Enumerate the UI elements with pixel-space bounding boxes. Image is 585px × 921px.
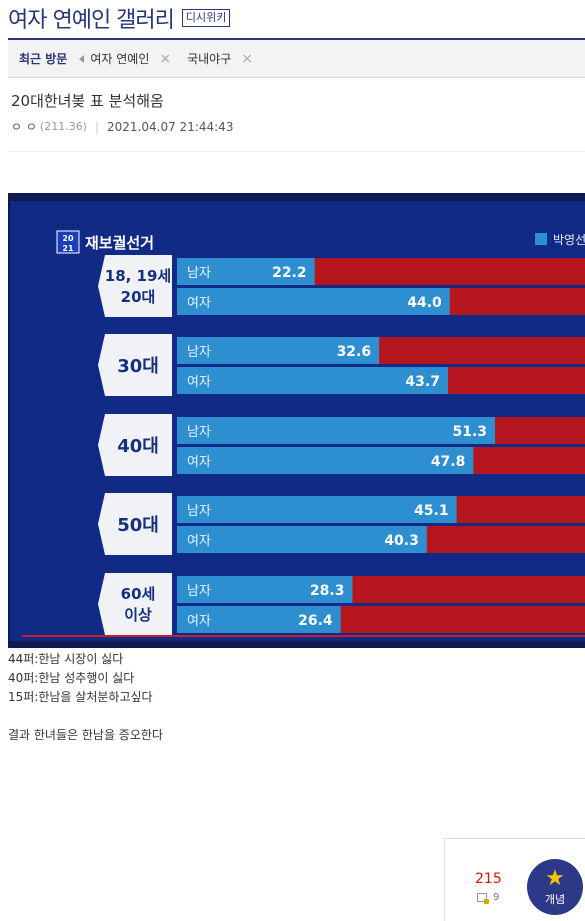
body-line: 44퍼:한남 시장이 싫다 xyxy=(8,652,124,666)
gender-label: 여자 xyxy=(187,534,211,549)
close-icon[interactable]: × xyxy=(159,50,172,67)
recent-item-label[interactable]: 여자 연예인 xyxy=(90,52,150,66)
tv-broadcast-screen: 20 21 재보궐선거 박영선 18, 19세 20대 남자 22.2 여자 44.0 30대 남자 3… xyxy=(10,201,585,641)
fixed-user-icon xyxy=(477,893,489,904)
wiki-link[interactable]: 디시위키 xyxy=(181,9,231,27)
recent-item[interactable]: 국내야구 × xyxy=(187,50,253,67)
post-body: 44퍼:한남 시장이 싫다 40퍼:한남 성추행이 싫다 15퍼:한남을 살처분… xyxy=(8,650,163,745)
candidate-bar xyxy=(177,496,457,523)
post-datetime: 2021.04.07 21:44:43 xyxy=(107,119,234,134)
gallery-title[interactable]: 여자 연예인 갤러리 xyxy=(8,8,175,33)
data-label: 43.7 xyxy=(405,374,440,390)
post-title: 20대한녀봊 표 분석해옴 xyxy=(11,92,164,110)
gender-label: 남자 xyxy=(187,584,211,599)
fixed-recommend-count: 9 xyxy=(493,892,500,903)
age-group-label-box xyxy=(98,334,172,396)
post-author[interactable]: ㅇ ㅇ xyxy=(11,120,37,134)
divider xyxy=(8,151,585,152)
age-group-label-box xyxy=(98,414,172,476)
data-label: 32.6 xyxy=(337,344,372,360)
age-group-label: 50대 xyxy=(117,515,159,536)
scroll-left-icon[interactable] xyxy=(79,54,85,63)
candidate-bar xyxy=(177,337,380,364)
candidate-bar xyxy=(177,447,474,474)
age-group-label: 18, 19세 xyxy=(105,267,171,285)
meta-separator: | xyxy=(94,119,100,134)
body-line: 15퍼:한남을 살처분하고싶다 xyxy=(8,690,153,704)
legend-swatch xyxy=(535,233,547,245)
candidate-bar xyxy=(177,258,315,285)
gender-label: 여자 xyxy=(187,614,211,629)
body-line: 40퍼:한남 성추행이 싫다 xyxy=(8,671,135,685)
gender-label: 여자 xyxy=(187,375,211,390)
candidate-bar xyxy=(177,417,496,444)
recent-visits-label: 최근 방문 xyxy=(19,52,68,66)
recent-item[interactable]: 여자 연예인 × xyxy=(90,50,171,67)
recent-item-label[interactable]: 국내야구 xyxy=(187,52,232,66)
age-group-label-box xyxy=(98,493,172,555)
gender-label: 남자 xyxy=(187,266,211,281)
post-meta: ㅇ ㅇ (211.36) | 2021.04.07 21:44:43 xyxy=(11,118,233,135)
candidate-bar xyxy=(177,288,450,315)
logo-year-top: 20 xyxy=(62,234,74,243)
gender-label: 여자 xyxy=(187,296,211,311)
close-icon[interactable]: × xyxy=(241,50,253,67)
candidate-bar xyxy=(177,576,353,603)
star-icon: ★ xyxy=(545,865,565,891)
gender-label: 남자 xyxy=(187,504,211,519)
logo-year-bottom: 21 xyxy=(62,244,74,253)
data-label: 51.3 xyxy=(453,424,488,440)
candidate-bar xyxy=(177,526,427,553)
data-label: 45.1 xyxy=(414,503,449,519)
body-line xyxy=(8,707,163,726)
age-group-label: 40대 xyxy=(117,436,159,457)
post-image[interactable]: 20 21 재보궐선거 박영선 18, 19세 20대 남자 22.2 여자 44.0 30대 남자 3… xyxy=(8,193,585,648)
age-group-label: 30대 xyxy=(117,356,159,377)
age-group-label: 이상 xyxy=(124,606,152,624)
legend-label: 박영선 xyxy=(553,233,585,247)
concept-label: 개념 xyxy=(544,892,566,906)
data-label: 22.2 xyxy=(272,265,307,281)
age-group-label-box xyxy=(98,573,172,635)
logo-box xyxy=(56,230,80,254)
data-label: 44.0 xyxy=(407,295,442,311)
concept-button[interactable]: ★ 개념 xyxy=(527,859,583,915)
recent-visits-bar: 최근 방문 여자 연예인 × 국내야구 × xyxy=(8,38,585,78)
data-label: 47.8 xyxy=(431,454,466,470)
gallery-header: 여자 연예인 갤러리 디시위키 xyxy=(8,0,231,36)
fixed-recommend: 9 xyxy=(477,892,500,904)
age-group-label-box xyxy=(98,255,172,317)
recommend-box: 215 9 ★ 개념 xyxy=(444,838,585,921)
gender-label: 남자 xyxy=(187,345,211,360)
candidate-bar xyxy=(177,606,341,633)
body-line: 결과 한녀들은 한남을 증오한다 xyxy=(8,728,163,742)
data-label: 28.3 xyxy=(310,583,345,599)
recommend-count: 215 xyxy=(475,871,502,887)
age-group-label: 60세 xyxy=(121,585,156,603)
broadcast-progress-line xyxy=(22,635,585,637)
author-ip: (211.36) xyxy=(39,120,87,133)
data-label: 40.3 xyxy=(384,533,419,549)
age-group-label: 20대 xyxy=(121,288,156,306)
gender-label: 여자 xyxy=(187,455,211,470)
data-label: 26.4 xyxy=(298,613,333,629)
candidate-bar xyxy=(177,367,448,394)
gender-label: 남자 xyxy=(187,425,211,440)
chart-heading: 재보궐선거 xyxy=(85,234,154,252)
